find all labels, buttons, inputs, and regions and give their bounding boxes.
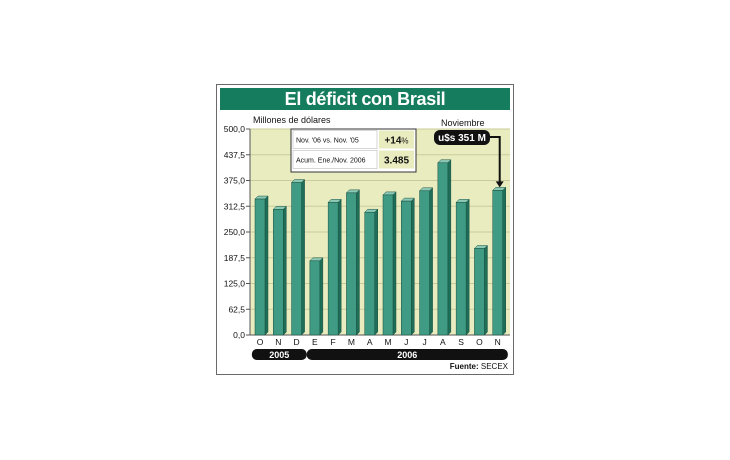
source-value: SECEX — [480, 362, 508, 371]
bar-side — [374, 208, 378, 336]
y-tick-label: 250,0 — [224, 227, 246, 237]
info-label-cell — [292, 130, 378, 149]
source-label: Fuente: — [449, 362, 479, 371]
x-tick-label: O — [257, 337, 264, 347]
bar — [291, 182, 302, 336]
bar — [382, 194, 394, 336]
bar — [364, 211, 375, 336]
bar-side — [429, 187, 433, 336]
bar — [273, 209, 284, 336]
year-label: 2005 — [269, 350, 289, 360]
bar-side — [484, 244, 488, 336]
bar-side — [264, 195, 269, 336]
x-tick-label: J — [422, 337, 426, 347]
bar-side — [283, 205, 287, 336]
year-label: 2006 — [397, 350, 417, 360]
info-value: +14% — [384, 136, 408, 147]
chart-title: El déficit con Brasil — [220, 88, 510, 110]
callout-label: u$s 351 M — [438, 133, 486, 144]
bar — [455, 202, 467, 336]
y-tick-label: 125,0 — [224, 279, 246, 289]
bar — [419, 190, 430, 336]
x-tick-label: A — [367, 337, 373, 347]
bar — [474, 248, 485, 336]
bar-side — [356, 189, 360, 336]
x-tick-label: M — [348, 337, 355, 347]
y-tick-label: 187,5 — [224, 253, 246, 263]
x-tick-label: D — [294, 337, 300, 347]
x-tick-label: N — [275, 337, 281, 347]
info-value-unit: % — [401, 137, 408, 146]
info-value-cell — [379, 150, 414, 169]
info-value-cell — [379, 130, 414, 149]
year-band — [251, 349, 307, 360]
bar-side — [465, 198, 470, 336]
x-tick-label: N — [495, 337, 501, 347]
y-tick-label: 0,0 — [233, 330, 245, 340]
x-tick-label: E — [312, 337, 318, 347]
y-tick-label: 437,5 — [224, 150, 246, 160]
bar — [437, 162, 449, 336]
bar-side — [301, 178, 305, 336]
info-label-cell — [292, 150, 378, 169]
bar — [327, 202, 339, 336]
bar-side — [337, 198, 342, 336]
bar — [401, 200, 412, 336]
chart-plot: Millones de dólares 0,0 62,5 125,0 187,5 250,… — [224, 115, 510, 360]
chart-figure: El déficit con Brasil Millones de dólare… — [216, 84, 514, 375]
bar — [254, 198, 266, 336]
bar-side — [447, 159, 452, 336]
callout-arrow-line — [490, 136, 501, 183]
x-tick-label: F — [331, 337, 336, 347]
x-tick-label: J — [404, 337, 408, 347]
x-tick-label: M — [384, 337, 391, 347]
x-tick-label: O — [476, 337, 483, 347]
info-value: 3.485 — [384, 156, 409, 167]
y-tick-label: 375,0 — [224, 176, 246, 186]
info-label: Nov. '06 vs. Nov. '05 — [296, 138, 359, 145]
bar-side — [392, 191, 397, 336]
x-tick-label: A — [440, 337, 446, 347]
info-label: Acum. Ene./Nov. 2006 — [296, 158, 366, 165]
y-tick-label: 500,0 — [224, 124, 246, 134]
callout-badge — [434, 130, 490, 145]
callout-title: Noviembre — [441, 118, 485, 128]
bar — [309, 260, 321, 336]
y-tick-label: 312,5 — [224, 201, 246, 211]
y-tick-label: 62,5 — [228, 304, 245, 314]
chart-source: Fuente: SECEX — [450, 362, 508, 371]
year-band — [306, 349, 508, 360]
bar — [492, 190, 503, 336]
bar — [346, 192, 357, 336]
bar-side — [502, 186, 506, 336]
y-axis-label: Millones de dólares — [253, 115, 331, 125]
callout-arrow-head — [495, 181, 504, 188]
x-tick-label: S — [458, 337, 464, 347]
bar-side — [411, 197, 415, 336]
bar-side — [319, 257, 324, 336]
